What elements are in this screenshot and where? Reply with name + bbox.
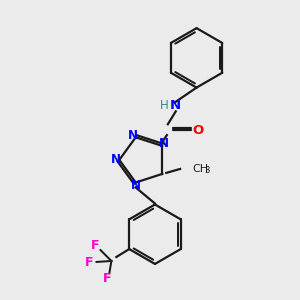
Text: O: O xyxy=(192,124,203,137)
Text: H: H xyxy=(160,99,168,112)
Text: F: F xyxy=(103,272,112,285)
Text: F: F xyxy=(91,238,100,252)
Text: N: N xyxy=(170,99,181,112)
Text: N: N xyxy=(111,153,121,167)
Text: N: N xyxy=(131,179,141,192)
Text: N: N xyxy=(128,129,138,142)
Text: F: F xyxy=(85,256,94,269)
Text: CH: CH xyxy=(192,164,208,174)
Text: 3: 3 xyxy=(204,167,209,176)
Text: N: N xyxy=(159,137,169,150)
